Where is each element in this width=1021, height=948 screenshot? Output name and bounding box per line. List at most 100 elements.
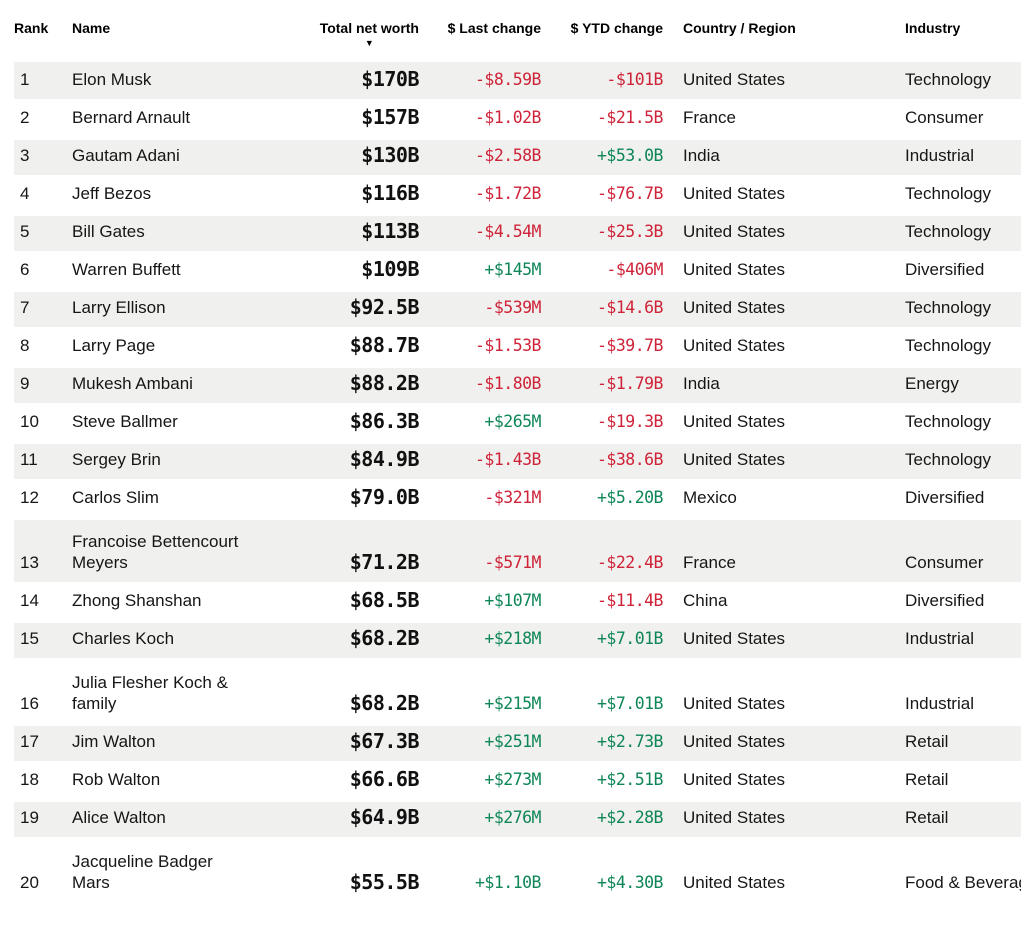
name-cell[interactable]: Bill Gates <box>72 214 314 254</box>
ytd-change-cell: -$21.5B <box>541 100 664 140</box>
industry-cell: Technology <box>900 214 1021 254</box>
billionaire-name[interactable]: Rob Walton <box>72 769 161 789</box>
billionaire-name[interactable]: Bernard Arnault <box>72 107 191 127</box>
column-header-rank[interactable]: Rank <box>14 0 72 62</box>
billionaire-name[interactable]: Alice Walton <box>72 807 166 827</box>
billionaire-name[interactable]: Bill Gates <box>72 221 145 241</box>
billionaire-name[interactable]: Jim Walton <box>72 731 156 751</box>
net-worth-cell: $88.7B <box>314 328 420 368</box>
column-header-last-change[interactable]: $ Last change <box>419 0 541 62</box>
name-cell[interactable]: Warren Buffett <box>72 252 314 292</box>
name-cell[interactable]: Bernard Arnault <box>72 100 314 140</box>
table-row: 10 Steve Ballmer $86.3B +$265M -$19.3B U… <box>14 404 1021 444</box>
billionaire-name[interactable]: Gautam Adani <box>72 145 180 165</box>
net-worth-cell: $79.0B <box>314 480 420 520</box>
net-worth-cell: $68.5B <box>314 583 420 623</box>
rank-cell: 19 <box>14 800 72 840</box>
name-cell[interactable]: Jeff Bezos <box>72 176 314 216</box>
table-row: 11 Sergey Brin $84.9B -$1.43B -$38.6B Un… <box>14 442 1021 482</box>
ytd-change-cell: +$2.51B <box>541 762 664 802</box>
last-change-cell: +$218M <box>419 621 542 661</box>
ytd-change-cell: -$1.79B <box>541 366 664 406</box>
rank-cell: 4 <box>14 176 72 216</box>
ytd-change-cell: +$7.01B <box>541 621 664 661</box>
country-cell: United States <box>663 176 900 216</box>
country-cell: United States <box>663 442 900 482</box>
country-cell: United States <box>663 62 900 102</box>
billionaire-name[interactable]: Carlos Slim <box>72 487 159 507</box>
billionaire-name[interactable]: Steve Ballmer <box>72 411 178 431</box>
billionaire-name[interactable]: Julia Flesher Koch & family <box>72 672 228 713</box>
country-cell: United States <box>663 328 900 368</box>
ytd-change-cell: -$22.4B <box>541 518 664 585</box>
billionaire-name[interactable]: Warren Buffett <box>72 259 181 279</box>
billionaire-name[interactable]: Larry Ellison <box>72 297 166 317</box>
rank-cell: 2 <box>14 100 72 140</box>
name-cell[interactable]: Julia Flesher Koch & family <box>72 659 314 726</box>
industry-cell: Diversified <box>900 252 1021 292</box>
billionaire-name[interactable]: Elon Musk <box>72 69 152 89</box>
billionaire-name[interactable]: Jeff Bezos <box>72 183 152 203</box>
sort-descending-icon: ▼ <box>364 38 374 48</box>
country-cell: Mexico <box>663 480 900 520</box>
name-cell[interactable]: Elon Musk <box>72 62 314 102</box>
name-cell[interactable]: Jim Walton <box>72 724 314 764</box>
column-header-name[interactable]: Name <box>72 0 314 62</box>
billionaire-name[interactable]: Larry Page <box>72 335 156 355</box>
table-row: 17 Jim Walton $67.3B +$251M +$2.73B Unit… <box>14 724 1021 764</box>
net-worth-cell: $86.3B <box>314 404 420 444</box>
name-cell[interactable]: Steve Ballmer <box>72 404 314 444</box>
ytd-change-cell: -$39.7B <box>541 328 664 368</box>
last-change-cell: -$539M <box>419 290 542 330</box>
last-change-cell: -$321M <box>419 480 542 520</box>
name-cell[interactable]: Larry Page <box>72 328 314 368</box>
country-cell: China <box>663 583 900 623</box>
rank-cell: 12 <box>14 480 72 520</box>
net-worth-cell: $55.5B <box>314 838 420 905</box>
name-cell[interactable]: Rob Walton <box>72 762 314 802</box>
last-change-cell: +$273M <box>419 762 542 802</box>
rank-cell: 15 <box>14 621 72 661</box>
column-header-country[interactable]: Country / Region <box>663 0 900 62</box>
industry-cell: Industrial <box>900 621 1021 661</box>
name-cell[interactable]: Sergey Brin <box>72 442 314 482</box>
ytd-change-cell: -$14.6B <box>541 290 664 330</box>
billionaire-name[interactable]: Mukesh Ambani <box>72 373 193 393</box>
billionaire-name[interactable]: Sergey Brin <box>72 449 161 469</box>
name-cell[interactable]: Larry Ellison <box>72 290 314 330</box>
column-header-net-worth[interactable]: Total net worth ▼ <box>314 0 419 62</box>
industry-cell: Food & Beverage <box>900 838 1021 905</box>
billionaire-name[interactable]: Jacqueline Badger Mars <box>72 851 213 892</box>
country-cell: United States <box>663 724 900 764</box>
name-cell[interactable]: Francoise Bettencourt Meyers <box>72 518 314 585</box>
column-header-industry[interactable]: Industry <box>900 0 1021 62</box>
last-change-cell: -$1.80B <box>419 366 542 406</box>
country-cell: United States <box>663 252 900 292</box>
rank-cell: 10 <box>14 404 72 444</box>
net-worth-cell: $116B <box>314 176 420 216</box>
billionaire-name[interactable]: Zhong Shanshan <box>72 590 202 610</box>
net-worth-cell: $66.6B <box>314 762 420 802</box>
billionaire-name[interactable]: Charles Koch <box>72 628 175 648</box>
industry-cell: Diversified <box>900 480 1021 520</box>
rank-cell: 17 <box>14 724 72 764</box>
last-change-cell: -$1.53B <box>419 328 542 368</box>
name-cell[interactable]: Zhong Shanshan <box>72 583 314 623</box>
name-cell[interactable]: Carlos Slim <box>72 480 314 520</box>
table-row: 4 Jeff Bezos $116B -$1.72B -$76.7B Unite… <box>14 176 1021 216</box>
rank-cell: 14 <box>14 583 72 623</box>
name-cell[interactable]: Jacqueline Badger Mars <box>72 838 314 905</box>
name-cell[interactable]: Charles Koch <box>72 621 314 661</box>
ytd-change-cell: -$38.6B <box>541 442 664 482</box>
name-cell[interactable]: Mukesh Ambani <box>72 366 314 406</box>
last-change-cell: +$107M <box>419 583 542 623</box>
name-cell[interactable]: Alice Walton <box>72 800 314 840</box>
ytd-change-cell: -$25.3B <box>541 214 664 254</box>
column-header-ytd-change[interactable]: $ YTD change <box>541 0 663 62</box>
name-cell[interactable]: Gautam Adani <box>72 138 314 178</box>
billionaire-name[interactable]: Francoise Bettencourt Meyers <box>72 531 239 572</box>
net-worth-cell: $157B <box>314 100 420 140</box>
table-row: 14 Zhong Shanshan $68.5B +$107M -$11.4B … <box>14 583 1021 623</box>
last-change-cell: -$4.54M <box>419 214 542 254</box>
ytd-change-cell: +$4.30B <box>541 838 664 905</box>
